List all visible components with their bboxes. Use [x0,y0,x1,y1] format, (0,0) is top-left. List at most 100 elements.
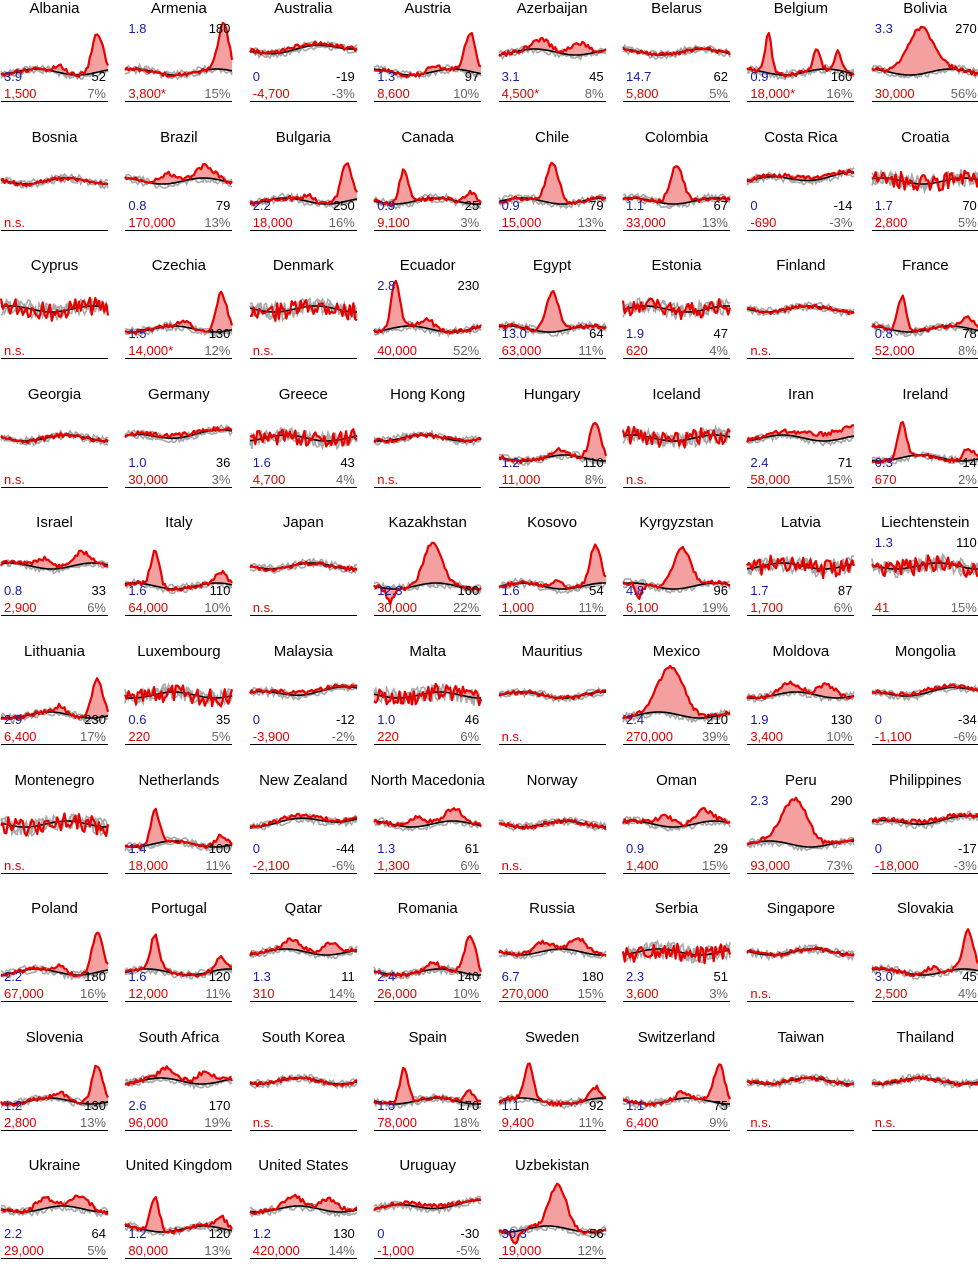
excess-percent: 56% [950,86,977,101]
panel-plot [0,549,109,575]
observed-line [248,683,358,696]
excess-deaths: 3,600 [626,986,659,1002]
left-value: 3.9 [4,69,23,84]
panel-plot [248,40,358,60]
right-value: 79 [589,197,604,213]
right-value: 14 [962,454,977,470]
excess-area [498,938,606,957]
observed-line [498,290,607,333]
right-value: -14 [833,197,853,213]
observed-line [0,549,109,570]
excess-deaths: 5,800 [626,86,659,101]
panel-title: Portugal [150,900,207,918]
panel-underline [747,615,855,617]
panel-plot [124,162,234,189]
panel-title: Greece [278,385,328,403]
panel-plot [870,294,978,338]
panel-plot [871,928,978,981]
not-significant-label: n.s. [4,857,25,873]
right-value: -30 [460,1226,480,1242]
panel-underline [374,872,482,874]
comparison-line [498,1096,607,1110]
observed-line [870,555,978,579]
panel-russia: Russia 6.7 180 270,000 15% [497,900,607,1028]
panel-underline [747,872,855,874]
panel-romania: Romania 2.4 140 26,000 10% [373,900,483,1028]
panel-plot [622,164,731,209]
panel-poland: Poland 2.2 180 67,000 16% [0,900,109,1028]
left-value: 2.2 [252,197,271,213]
excess-deaths: 26,000 [377,986,417,1002]
panel-title: Lithuania [24,643,85,660]
excess-deaths: -2,100 [252,857,290,873]
panel-greece: Greece 1.6 43 4,700 4% [249,386,358,514]
observed-line [622,664,731,720]
panel-title: United Kingdom [125,1157,233,1175]
panel-moldova: Moldova 1.9 130 3,400 10% [746,643,856,771]
panel-cyprus: Cyprus n.s. [0,257,110,385]
observed-line [497,937,607,958]
panel-title: Netherlands [138,771,220,789]
panel-plot [124,807,234,853]
excess-deaths: 1,500 [4,86,37,101]
excess-deaths: 1,400 [626,857,659,873]
panel-underline [623,486,730,488]
left-value: 1.3 [874,535,893,551]
observed-line [373,167,483,206]
observed-line [498,36,607,58]
right-value: 230 [84,712,106,727]
excess-deaths: 4,700 [252,471,286,487]
panel-underline [498,1001,606,1003]
panel-france: France 0.8 78 52,000 8% [870,257,978,385]
panel-montenegro: Montenegro n.s. [0,772,110,900]
left-value: 1.5 [128,326,147,342]
panel-plot [373,806,483,832]
panel-spain: Spain 1.5 170 78,000 18% [373,1029,482,1157]
panel-title: Colombia [644,128,709,146]
panel-plot [746,1073,856,1089]
right-value: 270 [955,21,977,36]
panel-title: Croatia [901,128,950,146]
panel-malaysia: Malaysia 0 -12 -3,900 -2% [248,643,358,771]
left-value: 1.8 [128,21,147,36]
excess-deaths: 9,400 [501,1114,535,1130]
panel-italy: Italy 1.6 110 64,000 10% [124,514,234,642]
comparison-line [0,1203,109,1219]
excess-percent: 12% [577,1243,604,1259]
panel-czechia: Czechia 1.5 130 14,000* 12% [125,257,234,385]
panel-underline [623,615,730,617]
baseline-line [622,711,731,719]
excess-area [125,1066,233,1085]
panel-plot [373,935,483,980]
panel-title: Iran [787,385,814,403]
panel-plot [871,420,978,466]
excess-percent: 15% [950,600,977,616]
panel-underline [374,101,482,102]
panel-underline [374,1129,482,1131]
excess-deaths: -1,100 [874,729,912,744]
right-value: 180 [208,21,231,36]
panel-mexico: Mexico 2.4 210 270,000 39% [622,643,731,771]
excess-percent: 16% [79,986,106,1002]
not-significant-label: n.s. [4,343,25,359]
panel-philippines: Philippines 0 -17 -18,000 -3% [871,772,978,900]
excess-area [498,162,606,204]
left-value: 2.4 [626,712,645,727]
panel-underline [125,744,233,745]
panel-title: Luxembourg [137,643,221,660]
panel-title: Latvia [780,514,821,532]
left-value: 1.4 [128,840,147,856]
panel-title: Montenegro [14,771,95,789]
panel-plot [746,680,856,704]
excess-deaths: 620 [626,343,648,359]
panel-latvia: Latvia 1.7 87 1,700 6% [746,514,856,642]
comparison-line [125,324,234,337]
panel-title: Philippines [889,771,962,789]
observed-line [746,946,856,958]
excess-area [871,929,978,977]
comparison-line [622,711,731,724]
panel-plot [746,301,856,318]
panel-hungary: Hungary 1.2 110 11,000 8% [498,386,607,514]
panel-croatia: Croatia 1.7 70 2,800 5% [871,129,978,257]
not-significant-label: n.s. [252,343,274,359]
